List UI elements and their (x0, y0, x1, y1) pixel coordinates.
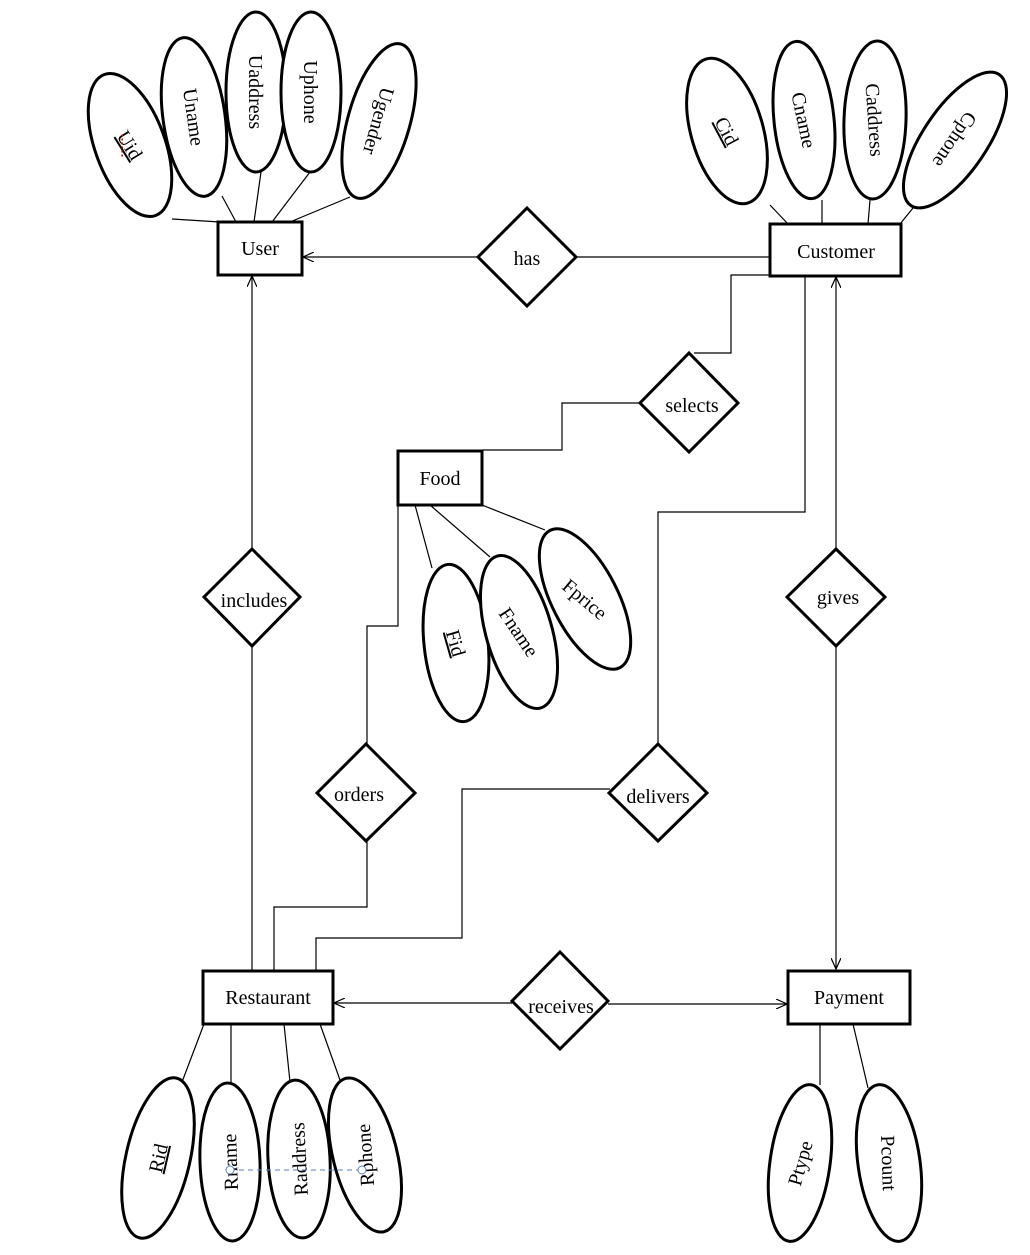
attribute-fprice: Fprice (537, 527, 633, 671)
attribute-rphone-label: Rphone (353, 1123, 379, 1187)
relationship-includes: includes (201, 546, 303, 649)
entity-food: Food (396, 449, 484, 507)
attribute-uaddress: Uaddress (224, 10, 288, 174)
relationship-orders-label: orders (334, 784, 384, 806)
relationship-gives: gives (784, 546, 888, 649)
relationship-receives: receives (509, 949, 611, 1052)
entity-restaurant: Restaurant (201, 969, 335, 1026)
attribute-rname-label: Rname (219, 1133, 243, 1191)
relationship-orders: orders (314, 741, 418, 844)
connectors (171, 171, 914, 1089)
attribute-raddress: Raddress (266, 1078, 332, 1240)
relationship-includes-label: includes (221, 590, 288, 612)
entity-food-label: Food (419, 468, 460, 490)
entity-user-label: User (241, 238, 279, 260)
relationship-delivers: delivers (606, 741, 710, 844)
selection-guide (225, 1165, 367, 1175)
attribute-cid: Cid (685, 56, 769, 206)
attribute-rid: Rid (120, 1076, 196, 1240)
relationship-delivers-label: delivers (626, 786, 690, 808)
attribute-fname: Fname (479, 554, 559, 710)
attribute-uid: Uid (86, 72, 174, 218)
entity-customer: Customer (768, 222, 903, 278)
attribute-ptype: Ptype (766, 1083, 834, 1243)
attribute-cname: Cname (771, 39, 837, 201)
attribute-uname: Uname (159, 36, 229, 198)
attribute-rphone: Rphone (327, 1076, 403, 1234)
attribute-rname: Rname (198, 1081, 262, 1243)
attribute-caddress: Caddress (842, 39, 908, 201)
entity-customer-label: Customer (797, 241, 875, 263)
attribute-uaddress-label: Uaddress (244, 55, 266, 130)
relationship-selects-label: selects (665, 395, 719, 417)
attribute-pcount-label: Pcount (876, 1135, 900, 1192)
attribute-pcount: Pcount (854, 1083, 924, 1243)
entity-payment: Payment (786, 969, 912, 1026)
entity-restaurant-label: Restaurant (225, 987, 311, 1009)
attribute-raddress-label: Raddress (287, 1122, 313, 1197)
attribute-uphone-label: Uphone (299, 60, 321, 123)
relationship-selects: selects (637, 350, 741, 455)
relationship-receives-label: receives (528, 996, 594, 1018)
entity-user: User (216, 220, 304, 277)
attribute-ugender: Ugender (340, 42, 418, 200)
entity-payment-label: Payment (814, 987, 884, 1009)
attribute-cphone: Cphone (901, 70, 1009, 210)
attribute-caddress-label: Caddress (860, 83, 887, 158)
relationship-has: has (475, 205, 579, 309)
relationship-gives-label: gives (817, 587, 859, 609)
attribute-uphone: Uphone (279, 10, 343, 174)
relationship-has-label: has (514, 248, 541, 270)
